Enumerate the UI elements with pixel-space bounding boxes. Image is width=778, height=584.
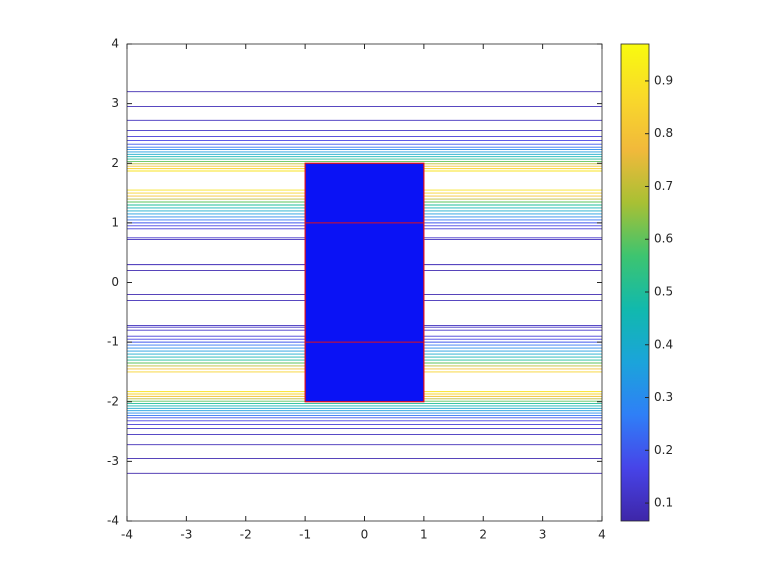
- y-tick-label: -1: [107, 335, 119, 349]
- x-tick-label: -3: [180, 528, 192, 542]
- y-tick-label: -2: [107, 394, 119, 408]
- x-tick-label: 0: [361, 528, 369, 542]
- x-tick-label: 2: [479, 528, 487, 542]
- colorbar-tick-label: 0.8: [654, 126, 673, 140]
- y-tick-label: 3: [111, 96, 119, 110]
- y-tick-label: 1: [111, 215, 119, 229]
- y-tick-label: 0: [111, 275, 119, 289]
- x-tick-label: 4: [598, 528, 606, 542]
- colorbar: [620, 43, 650, 522]
- x-tick-label: 3: [539, 528, 547, 542]
- colorbar-tick-label: 0.5: [654, 284, 673, 298]
- y-tick-label: 4: [111, 37, 119, 51]
- y-tick-label: -3: [107, 454, 119, 468]
- x-tick-label: -1: [299, 528, 311, 542]
- x-tick-label: 1: [420, 528, 428, 542]
- x-tick-label: -4: [121, 528, 133, 542]
- x-tick-label: -2: [240, 528, 252, 542]
- y-tick-label: 2: [111, 156, 119, 170]
- colorbar-tick-label: 0.3: [654, 390, 673, 404]
- colorbar-tick-label: 0.6: [654, 232, 673, 246]
- y-tick-label: -4: [107, 514, 119, 528]
- colorbar-tick-label: 0.1: [654, 496, 673, 510]
- colorbar-tick-label: 0.2: [654, 443, 673, 457]
- colorbar-tick-label: 0.4: [654, 337, 673, 351]
- colorbar-tick-label: 0.7: [654, 179, 673, 193]
- domain-rect: [304, 162, 425, 403]
- colorbar-tick-label: 0.9: [654, 73, 673, 87]
